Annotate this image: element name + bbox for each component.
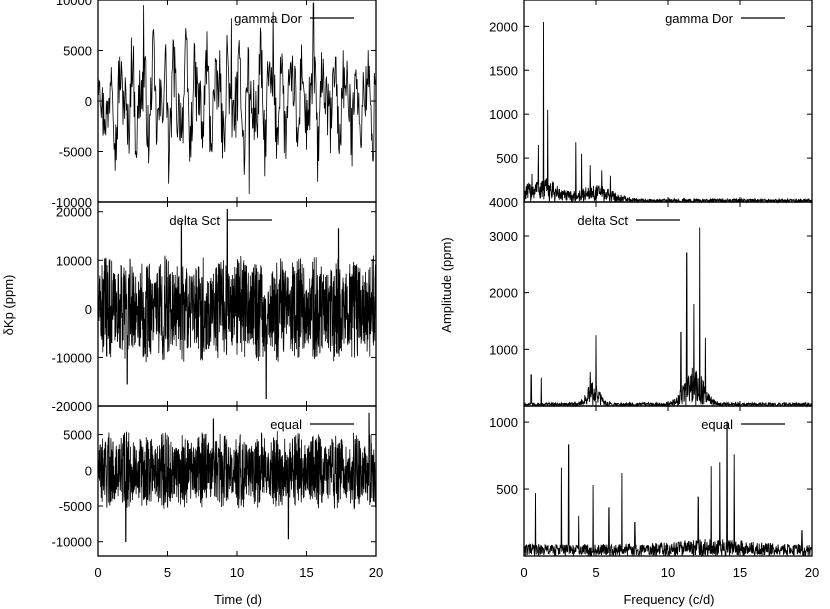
gamma-dor-light-curve-series (97, 2, 377, 194)
equal-spectrum-frame (523, 405, 813, 557)
right-chart-x-tick-label: 20 (805, 565, 819, 580)
delta-sct-spectrum-legend-label: delta Sct (577, 213, 628, 228)
right-chart-x-tick-label: 0 (520, 565, 527, 580)
equal-light-curve-y-tick-label: 0 (85, 463, 92, 478)
delta-sct-spectrum-y-tick-label: 3000 (489, 229, 518, 244)
equal-spectrum-panel: 500 1000 equal (489, 405, 813, 557)
equal-light-curve-series (97, 412, 377, 543)
equal-light-curve-panel: -10000 -5000 0 5000 equal (52, 405, 377, 557)
gamma-dor-spectrum-y-tick-label: 500 (496, 151, 518, 166)
gamma-dor-spectrum-panel: 4000 500 1000 1500 2000 gamma Dor (489, 0, 813, 210)
gamma-dor-light-curve-legend-label: gamma Dor (234, 11, 303, 26)
gamma-dor-light-curve-y-tick-label: 0 (85, 94, 92, 109)
equal-spectrum-legend-label: equal (701, 417, 733, 432)
gamma-dor-spectrum-frame (523, 0, 813, 203)
right-chart-x-tick-label: 10 (661, 565, 675, 580)
left-chart-x-tick-label: 20 (369, 565, 383, 580)
left-y-axis-label: δKp (ppm) (1, 275, 16, 336)
delta-sct-light-curve-y-tick-label: 10000 (56, 253, 92, 268)
delta-sct-spectrum-frame (523, 201, 813, 407)
right-chart-x-tick-label: 15 (733, 565, 747, 580)
equal-spectrum-series (523, 421, 813, 557)
right-chart-spectra: 4000 500 1000 1500 2000 gamma Dor 1000 2000 3000… (489, 0, 819, 580)
delta-sct-light-curve-y-tick-label: 0 (85, 302, 92, 317)
gamma-dor-spectrum-series (523, 21, 813, 204)
right-chart-x-tick-label: 5 (592, 565, 599, 580)
left-chart-x-tick-label: 0 (94, 565, 101, 580)
gamma-dor-light-curve-y-tick-label: -10000 (52, 195, 92, 210)
gamma-dor-light-curve-y-tick-label: 10000 (56, 0, 92, 8)
equal-light-curve-y-tick-label: 5000 (63, 428, 92, 443)
equal-spectrum-y-tick-label: 1000 (489, 415, 518, 430)
gamma-dor-spectrum-legend-label: gamma Dor (665, 11, 734, 26)
left-chart-x-tick-label: 15 (299, 565, 313, 580)
delta-sct-spectrum-y-tick-label: 2000 (489, 286, 518, 301)
delta-sct-light-curve-y-tick-label: -20000 (52, 399, 92, 414)
delta-sct-light-curve-y-tick-label: -10000 (52, 350, 92, 365)
equal-light-curve-y-tick-label: -5000 (59, 499, 92, 514)
right-x-axis-label: Frequency (c/d) (623, 592, 714, 607)
delta-sct-spectrum-y-tick-label: 1000 (489, 342, 518, 357)
gamma-dor-spectrum-y-tick-label: 1500 (489, 63, 518, 78)
gamma-dor-light-curve-y-tick-label: -5000 (59, 145, 92, 160)
right-y-axis-label: Amplitude (ppm) (439, 237, 454, 332)
delta-sct-light-curve-legend-label: delta Sct (169, 213, 220, 228)
equal-light-curve-legend-label: equal (270, 417, 302, 432)
gamma-dor-spectrum-y-tick-label: 2000 (489, 19, 518, 34)
delta-sct-light-curve-panel: -20000 -10000 0 10000 20000 delta Sct (52, 201, 377, 414)
delta-sct-light-curve-y-tick-label: 20000 (56, 205, 92, 220)
delta-sct-light-curve-series (97, 208, 377, 400)
equal-spectrum-y-tick-label: 500 (496, 482, 518, 497)
gamma-dor-light-curve-y-tick-label: 5000 (63, 44, 92, 59)
gamma-dor-spectrum-y-tick-label: 4000 (489, 195, 518, 210)
delta-sct-spectrum-panel: 1000 2000 3000 delta Sct (489, 201, 813, 408)
equal-light-curve-y-tick-label: -10000 (52, 535, 92, 550)
delta-sct-spectrum-series (523, 227, 813, 408)
gamma-dor-light-curve-panel: -10000 -5000 0 5000 10000 gamma Dor (52, 0, 377, 210)
left-chart-x-tick-label: 5 (164, 565, 171, 580)
left-chart-x-tick-label: 10 (230, 565, 244, 580)
gamma-dor-spectrum-y-tick-label: 1000 (489, 107, 518, 122)
left-x-axis-label: Time (d) (214, 592, 262, 607)
